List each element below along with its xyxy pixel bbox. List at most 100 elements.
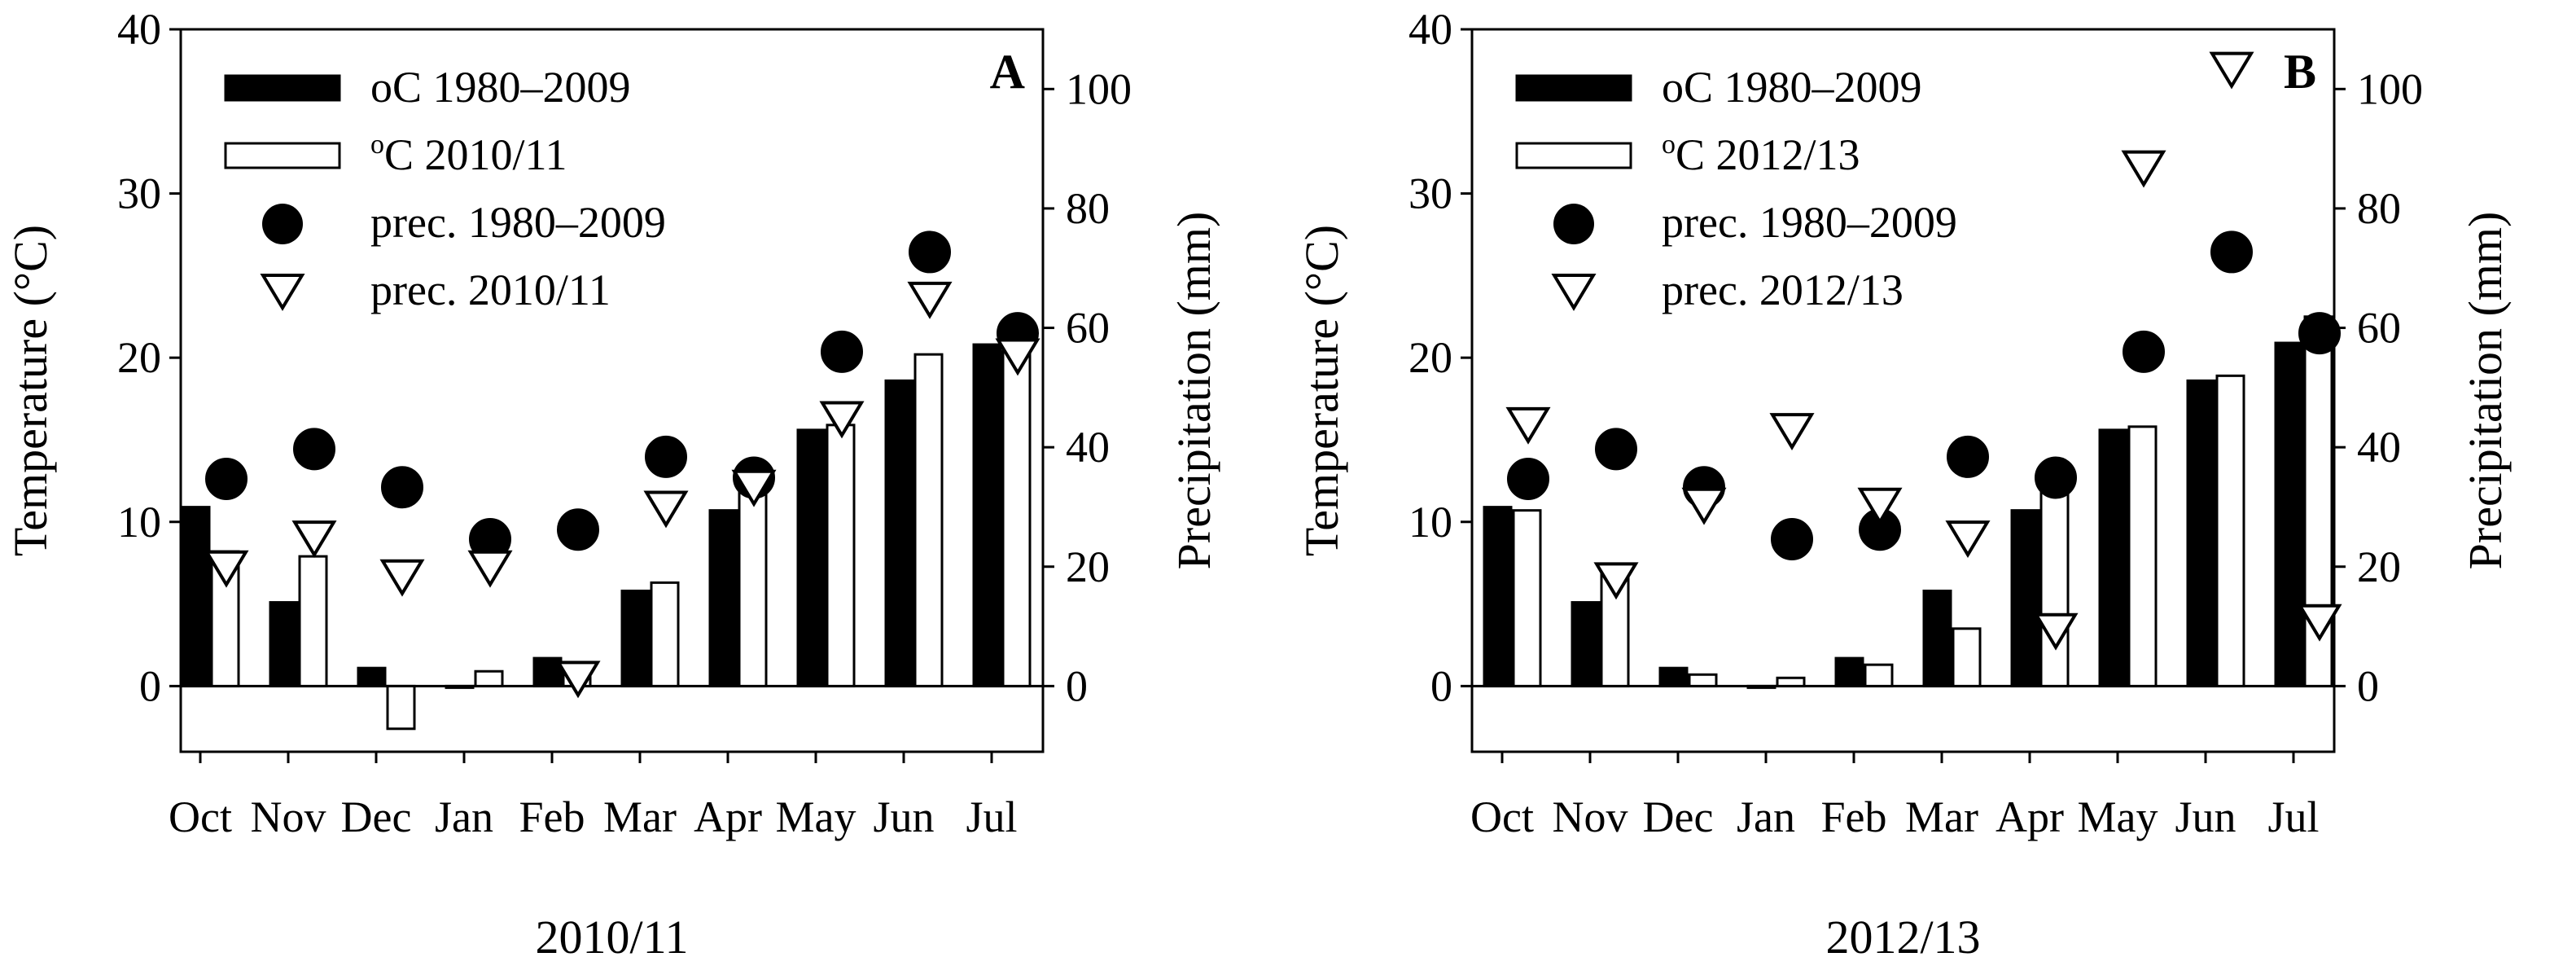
bar-open (1688, 673, 1718, 687)
point-circle (293, 428, 335, 471)
x-tick-label: Apr (1996, 792, 2064, 841)
x-tick-label: Oct (1470, 792, 1534, 841)
bar-filled (2186, 379, 2216, 687)
bar-open (386, 684, 416, 731)
y2-tick-label: 20 (2357, 542, 2401, 591)
bar-filled (181, 506, 211, 687)
point-triangle (2121, 150, 2166, 188)
bar-open (1001, 349, 1032, 687)
x-tick-label: Jun (873, 792, 934, 841)
y2-tick-label: 60 (2357, 304, 2401, 353)
x-tick-label: May (776, 792, 856, 841)
bar-open (1952, 627, 1982, 687)
legend-label: oC 1980–2009 (370, 63, 631, 112)
legend-label-text: C 2010/11 (384, 130, 567, 179)
bar-open (826, 424, 856, 687)
x-axis-title: 2012/13 (1825, 911, 1980, 964)
y-tick-label: 0 (139, 661, 161, 710)
legend-swatch-triangle (1551, 274, 1597, 311)
bar-filled (269, 601, 299, 687)
point-triangle (204, 550, 249, 588)
bar-open (1776, 676, 1806, 687)
y2-tick-label: 20 (1066, 542, 1110, 591)
point-triangle (2297, 604, 2342, 642)
y-tick-label: 20 (1408, 333, 1452, 382)
legend-swatch-bar (1515, 74, 1632, 102)
y2-tick-label: 0 (2357, 661, 2379, 710)
point-circle (1595, 428, 1637, 471)
x-tick-label: Nov (1553, 792, 1628, 841)
point-circle (1771, 518, 1813, 561)
y-axis-title: Temperature (°C) (4, 225, 57, 556)
y-tick-label: 10 (117, 498, 161, 547)
x-tick-label: Jul (966, 792, 1017, 841)
point-circle (2298, 312, 2341, 355)
bar-open (474, 669, 504, 687)
point-circle (557, 508, 599, 551)
bar-open (1864, 663, 1894, 687)
x-tick-label: Jan (1737, 792, 1795, 841)
point-triangle (2033, 612, 2079, 651)
x-tick-label: Nov (251, 792, 326, 841)
x-tick-label: Oct (169, 792, 232, 841)
point-circle (1947, 435, 1989, 478)
bar-open (298, 555, 328, 687)
point-circle (2123, 330, 2165, 373)
bar-filled (972, 343, 1002, 687)
legend-swatch-bar (1515, 142, 1632, 169)
point-triangle (379, 559, 425, 597)
bar-filled (532, 656, 563, 687)
legend-label: oC 2012/13 (1662, 130, 1860, 179)
x-tick-label: May (2078, 792, 2158, 841)
bar-filled (884, 379, 914, 687)
y-tick-label: 0 (1430, 661, 1452, 710)
point-triangle (1769, 413, 1815, 451)
bar-filled (1834, 656, 1864, 687)
y2-tick-label: 100 (1066, 64, 1132, 113)
x-tick-label: Mar (603, 792, 677, 841)
x-tick-label: Dec (1643, 792, 1714, 841)
legend-label-text: C 2012/13 (1676, 130, 1860, 179)
x-tick-label: Feb (1821, 792, 1887, 841)
y-tick-label: 30 (1408, 169, 1452, 218)
bar-filled (708, 509, 738, 687)
y2-tick-label: 0 (1066, 661, 1088, 710)
legend-label: oC 1980–2009 (1662, 63, 1922, 112)
bar-filled (357, 666, 387, 687)
legend-label-superscript: o (1662, 130, 1676, 160)
bar-filled (796, 428, 826, 687)
x-tick-label: Dec (341, 792, 412, 841)
y-tick-label: 10 (1408, 498, 1452, 547)
legend-swatch-bar (224, 142, 341, 169)
panel-label: A (990, 45, 1025, 99)
plot-frame (1470, 28, 2336, 753)
x-tick-label: Apr (694, 792, 762, 841)
y2-tick-label: 100 (2357, 64, 2423, 113)
bar-open (2127, 425, 2158, 687)
point-triangle (555, 661, 601, 699)
legend-swatch-triangle (260, 274, 305, 311)
x-tick-label: Jul (2267, 792, 2319, 841)
legend-swatch-bar (224, 74, 341, 102)
point-circle (205, 457, 248, 500)
chart-panel-a: 0 10 20 30 40 0 20 40 60 80 100 Oct Nov Dec Jan Feb Mar A… (4, 5, 1220, 964)
y-tick-label: 40 (1408, 5, 1452, 54)
point-triangle (731, 469, 777, 507)
bar-filled (2274, 341, 2304, 687)
bar-filled (1571, 601, 1601, 687)
point-triangle (1681, 487, 1727, 525)
x-axis-title: 2010/11 (536, 911, 689, 964)
point-triangle (1593, 562, 1639, 600)
point-circle (2035, 456, 2077, 499)
y-tick-label: 30 (117, 169, 161, 218)
bar-filled (1658, 666, 1689, 687)
point-triangle (643, 490, 689, 529)
point-triangle (907, 281, 953, 319)
point-triangle (1945, 520, 1991, 558)
y-tick-label: 40 (117, 5, 161, 54)
x-tick-label: Jan (435, 792, 493, 841)
bar-filled (1483, 506, 1513, 687)
y-axis-title: Temperature (°C) (1295, 225, 1348, 556)
